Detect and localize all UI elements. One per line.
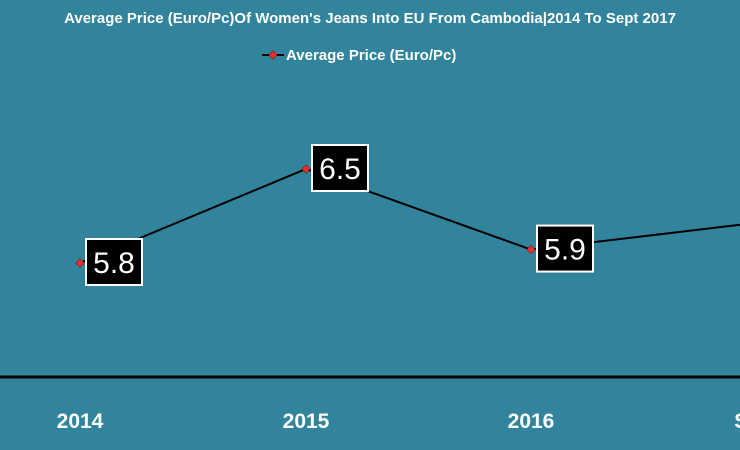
x-tick-label: 2015 xyxy=(283,410,330,433)
legend-label: Average Price (Euro/Pc) xyxy=(286,46,457,64)
data-label-2015: 6.5 xyxy=(311,143,369,192)
data-label-2014: 5.8 xyxy=(85,238,143,286)
data-label-text: 5.8 xyxy=(93,247,135,280)
x-tick-label: 2014 xyxy=(57,410,104,433)
data-label-text: 5.9 xyxy=(544,234,586,267)
data-point-2016 xyxy=(526,244,536,255)
chart-title: Average Price (Euro/Pc)Of Women's Jeans … xyxy=(64,10,676,27)
data-label-2016: 5.9 xyxy=(536,224,594,273)
data-point-2015 xyxy=(301,164,311,174)
data-label-text: 6.5 xyxy=(319,153,361,186)
series-line xyxy=(79,167,740,264)
legend-line-marker-icon xyxy=(262,50,284,60)
legend: Average Price (Euro/Pc) xyxy=(262,44,456,66)
x-tick-label: 2016 xyxy=(508,410,555,433)
data-point-2014 xyxy=(75,258,85,268)
x-tick-label: Sept xyxy=(734,410,740,433)
